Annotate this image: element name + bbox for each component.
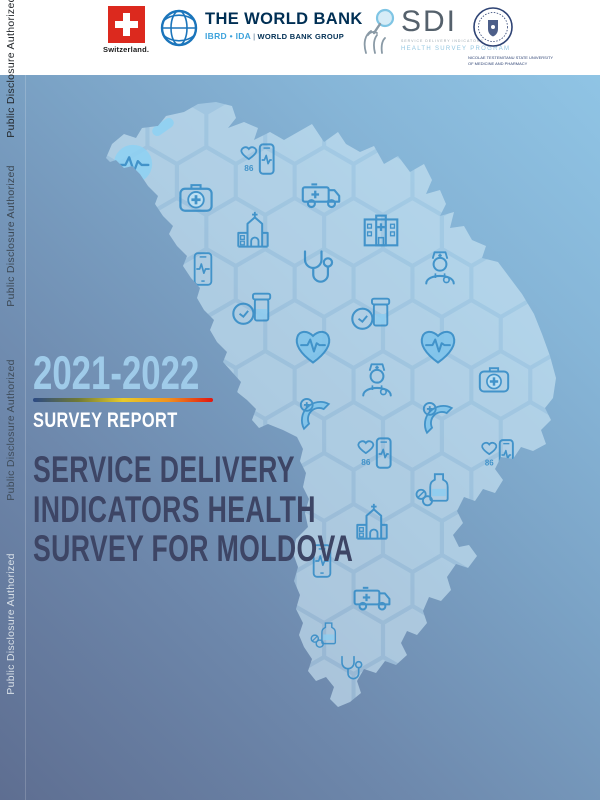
world-bank-logo: THE WORLD BANK IBRD • IDA | WORLD BANK GRO… [158, 6, 363, 48]
sdi-tagline: SERVICE DELIVERY INDICATORS [401, 39, 484, 43]
hexagon-grid [106, 102, 556, 707]
header-logo-band: Switzerland. THE WORLD BANK IBRD • IDA | W… [0, 0, 600, 75]
university-seal-icon [473, 7, 513, 47]
public-disclosure-watermark-2: Public Disclosure Authorized [5, 165, 17, 307]
switzerland-label: Switzerland. [103, 45, 150, 54]
sdi-acronym: SDI [401, 5, 458, 38]
page-seam-divider [25, 75, 26, 800]
cover-years: 2021-2022 [33, 346, 200, 399]
accent-bar [33, 398, 213, 402]
heart-circle-icon [112, 143, 154, 185]
cover-title-line-2: INDICATORS HEALTH [33, 488, 316, 530]
world-bank-group-label: WORLD BANK GROUP [257, 31, 344, 41]
cover-title: SERVICE DELIVERY INDICATORS HEALTH SURVE… [33, 450, 478, 569]
world-bank-globe-icon [160, 9, 198, 47]
cover-title-line-1: SERVICE DELIVERY [33, 449, 295, 490]
sdi-logo: SDI SERVICE DELIVERY INDICATORS HEALTH S… [360, 7, 510, 57]
seal-caption-line-2: OF MEDICINE AND PHARMACY [468, 61, 528, 66]
sdi-program-label: HEALTH SURVEY PROGRAM [401, 46, 511, 52]
world-bank-subtitle: IBRD • IDA | WORLD BANK GROUP [205, 30, 344, 41]
public-disclosure-watermark-3: Public Disclosure Authorized [5, 359, 17, 501]
university-seal-logo: NICOLAE TESTEMITANU STATE UNIVERSITY OF … [468, 5, 554, 66]
ibrd-ida-label: IBRD • IDA [205, 30, 252, 41]
seal-caption-line-1: NICOLAE TESTEMITANU STATE UNIVERSITY [468, 55, 554, 60]
public-disclosure-watermark-1: Public Disclosure Authorized [5, 0, 17, 138]
report-type-label: SURVEY REPORT [33, 409, 178, 432]
public-disclosure-watermark-4: Public Disclosure Authorized [5, 553, 17, 695]
switzerland-logo: Switzerland. [103, 6, 149, 54]
world-bank-title: THE WORLD BANK [205, 10, 363, 28]
sdi-hand-magnifier-icon [363, 8, 395, 54]
cover-title-line-3: SURVEY FOR MOLDOVA [33, 528, 354, 569]
swiss-flag-icon [107, 6, 145, 43]
